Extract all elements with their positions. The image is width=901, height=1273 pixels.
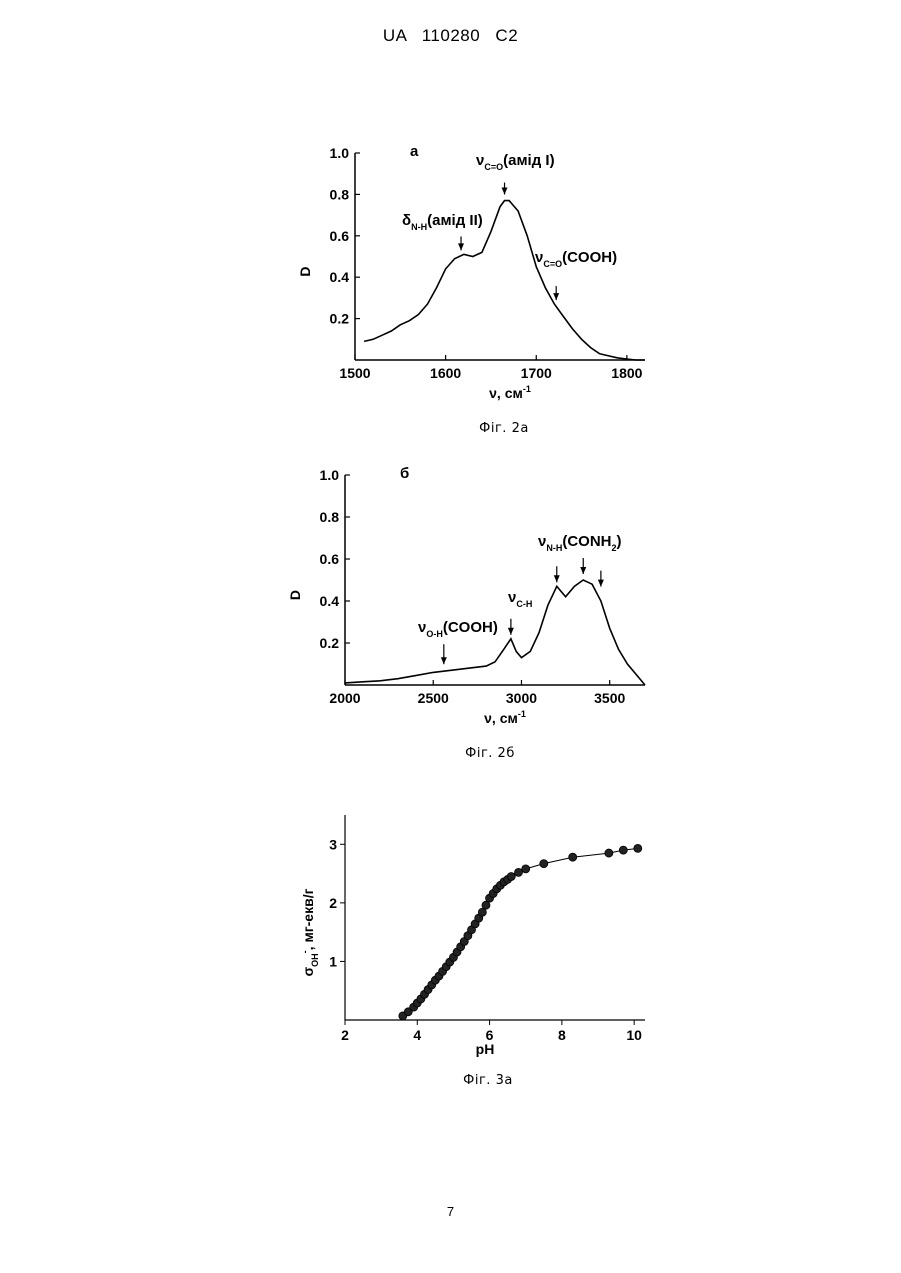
annotation-arrow-head: [458, 243, 464, 250]
annotation-label: δN-H(амід II): [402, 212, 483, 232]
data-point: [619, 846, 627, 854]
patent-header: UA 110280 C2: [0, 26, 901, 46]
annotation-label: νC=O(амід I): [476, 152, 555, 172]
x-tick-label: 3500: [594, 690, 625, 706]
page-number: 7: [0, 1204, 901, 1219]
y-tick-label: 0.4: [330, 269, 350, 285]
chart-2a: 0.2 0.4 0.6 0.8 1.0 1500 1600 1700 1800 ν, см-1 Dа…: [290, 135, 650, 410]
data-point: [507, 873, 515, 881]
chart-2b: 0.2 0.4 0.6 0.8 1.0 2000 2500 3000 3500 ν, см-1 Dб…: [290, 460, 650, 735]
y-tick-label: 0.2: [320, 635, 340, 651]
panel-letter: а: [410, 143, 419, 160]
y-tick-label: 3: [329, 836, 337, 852]
x-tick-label: 2000: [329, 690, 360, 706]
annotation-arrow-head: [554, 575, 560, 582]
y-tick-label: 0.2: [330, 311, 350, 327]
annotation-arrow-head: [580, 567, 586, 574]
y-tick-label: 0.8: [330, 186, 350, 202]
annotation-label: νC=O(COOH): [535, 249, 617, 269]
y-tick-label: 0.8: [320, 509, 340, 525]
y-tick-label: 2: [329, 895, 337, 911]
figure-2a: 0.2 0.4 0.6 0.8 1.0 1500 1600 1700 1800 ν, см-1 Dа…: [290, 135, 650, 410]
data-point: [605, 849, 613, 857]
y-axis-label: D: [297, 266, 313, 276]
annotation-arrow-head: [598, 580, 604, 587]
x-tick-label: 10: [626, 1027, 642, 1043]
annotation-arrow-head: [502, 188, 508, 195]
annotation-arrow-head: [508, 628, 514, 635]
x-tick-label: 4: [413, 1027, 421, 1043]
annotation-arrow-head: [553, 293, 559, 300]
x-tick-label: 2500: [418, 690, 449, 706]
chart-3a: 123246810pHσOH-, мг-екв/г: [290, 800, 650, 1070]
figure-2a-caption: Фіг. 2а: [404, 421, 604, 436]
figure-2b: 0.2 0.4 0.6 0.8 1.0 2000 2500 3000 3500 ν, см-1 Dб…: [290, 460, 650, 735]
x-tick-label: 2: [341, 1027, 349, 1043]
figure-3a-caption: Фіг. 3а: [388, 1073, 588, 1088]
y-tick-label: 1.0: [330, 145, 350, 161]
x-axis-label: pH: [476, 1041, 495, 1057]
annotation-label: νO-H(COOH): [418, 619, 498, 639]
x-axis-label: ν, см-1: [489, 384, 531, 401]
x-axis-label: ν, см-1: [484, 709, 526, 726]
figure-2b-caption: Фіг. 2б: [390, 746, 590, 761]
annotation-label: νC-H: [508, 589, 532, 609]
y-tick-label: 1: [329, 953, 337, 969]
y-tick-label: 0.6: [320, 551, 340, 567]
x-tick-label: 3000: [506, 690, 537, 706]
figure-3a: 123246810pHσOH-, мг-екв/г: [290, 800, 650, 1070]
x-tick-label: 1600: [430, 365, 461, 381]
x-tick-label: 1800: [611, 365, 642, 381]
data-point: [514, 868, 522, 876]
data-point: [634, 844, 642, 852]
x-tick-label: 1500: [339, 365, 370, 381]
annotation-arrow-head: [441, 657, 447, 664]
y-axis-label: σOH-, мг-екв/г: [300, 888, 320, 976]
x-tick-label: 1700: [521, 365, 552, 381]
data-point: [569, 853, 577, 861]
data-point: [540, 860, 548, 868]
y-tick-label: 0.6: [330, 228, 350, 244]
data-point: [522, 865, 530, 873]
annotation-label: νN-H(CONH2): [538, 533, 622, 553]
panel-letter: б: [400, 465, 409, 482]
x-tick-label: 8: [558, 1027, 566, 1043]
y-tick-label: 0.4: [320, 593, 340, 609]
y-axis-label: D: [287, 590, 303, 600]
y-tick-label: 1.0: [320, 467, 340, 483]
